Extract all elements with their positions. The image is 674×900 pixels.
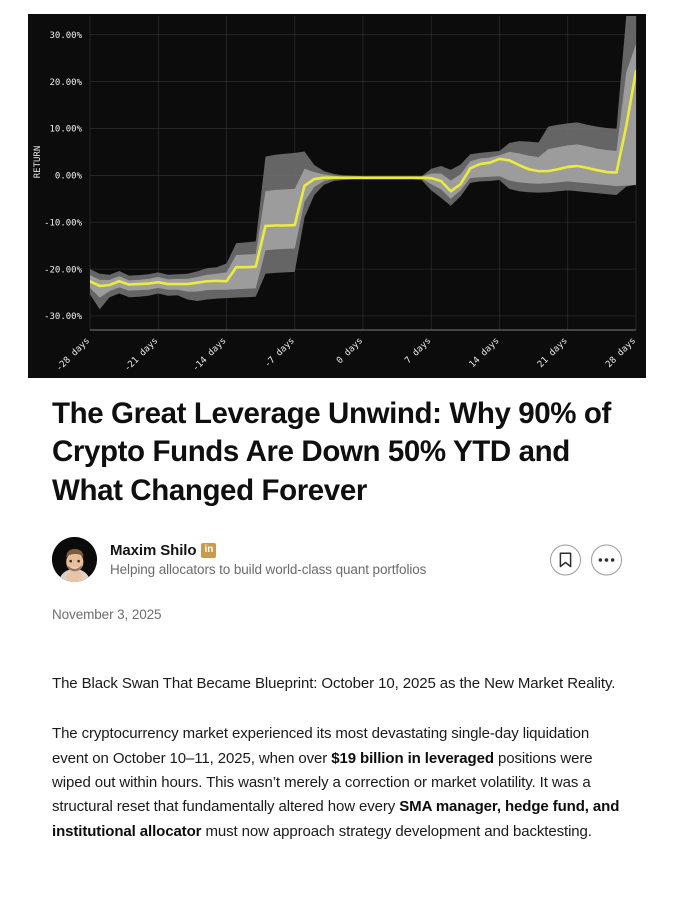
chart-median-line — [90, 69, 636, 288]
emphasis-text: $19 billion in leveraged — [331, 749, 494, 767]
return-chart: 30.00% 20.00% 10.00% 0.00% -10.00% -20.00% -30… — [28, 14, 646, 378]
author-name[interactable]: Maxim Shilo — [110, 542, 197, 560]
body-text: must now approach strategy development a… — [201, 822, 592, 840]
page-title: The Great Leverage Unwind: Why 90% of Cr… — [52, 397, 611, 507]
linkedin-icon[interactable]: in — [201, 543, 217, 559]
article-body: The Black Swan That Became Blueprint: Oc… — [52, 672, 622, 844]
y-tick-label: -20.00% — [44, 265, 83, 275]
body-text: positions were wiped out within hours. T… — [52, 749, 593, 816]
y-tick-label: 10.00% — [49, 125, 82, 135]
author-row: Maxim Shilo in — [110, 542, 426, 559]
article-content: The Great Leverage Unwind: Why 90% of Cr… — [0, 378, 674, 844]
body-text: The cryptocurrency market experienced it… — [52, 725, 590, 767]
bookmark-icon — [559, 552, 572, 567]
emphasis-text: SMA manager, hedge fund, and institution… — [52, 798, 620, 840]
bookmark-button[interactable] — [550, 544, 581, 576]
chart-background — [28, 14, 646, 378]
y-tick-label: 20.00% — [49, 78, 82, 88]
more-options-button[interactable] — [591, 544, 622, 576]
author-tagline: Helping allocators to build world-class … — [110, 562, 427, 578]
y-tick-label: -30.00% — [44, 312, 83, 322]
publish-date: November 3, 2025 — [52, 607, 162, 623]
y-tick-label: -10.00% — [44, 218, 83, 228]
chart-canvas: 30.00% 20.00% 10.00% 0.00% -10.00% -20.00% -30… — [28, 14, 646, 378]
ellipsis-icon — [598, 557, 615, 562]
article-paragraph: The cryptocurrency market experienced it… — [52, 722, 622, 843]
byline: Maxim Shilo in Helping allocators to bui… — [52, 537, 622, 583]
article-paragraph: The Black Swan That Became Blueprint: Oc… — [52, 672, 622, 696]
byline-text: Maxim Shilo in Helping allocators to bui… — [110, 542, 426, 577]
y-tick-label: 30.00% — [49, 31, 82, 41]
chart-confidence-bands — [90, 16, 636, 310]
body-text: The Black Swan That Became Blueprint: Oc… — [52, 675, 616, 693]
chart-y-axis-title: RETURN — [33, 146, 43, 179]
avatar[interactable] — [52, 537, 97, 583]
byline-actions — [550, 544, 622, 576]
y-tick-label: 0.00% — [55, 172, 83, 182]
chart-y-tick-labels: 30.00% 20.00% 10.00% 0.00% -10.00% -20.00% -30… — [44, 31, 83, 322]
avatar-image — [52, 537, 97, 583]
